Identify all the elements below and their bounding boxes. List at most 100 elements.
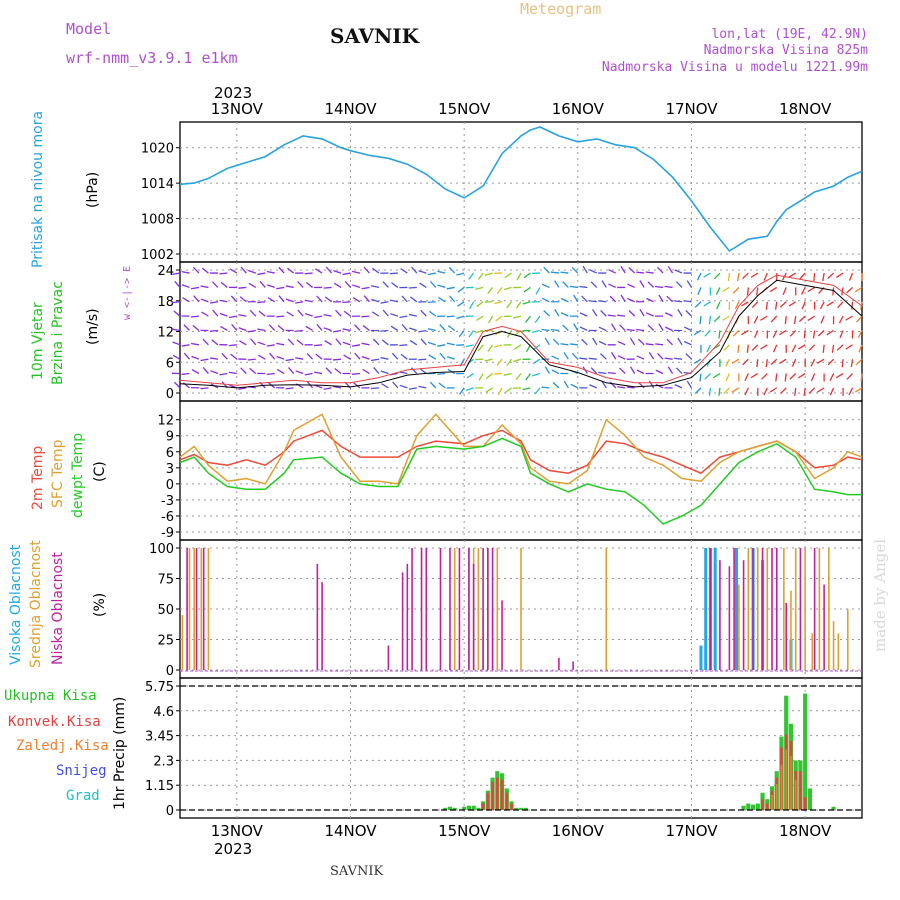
model-name: wrf-nmm_v3.9.1 e1km (66, 49, 238, 67)
wind-arrow (183, 352, 190, 360)
y-tick-label: 5.75 (145, 680, 174, 695)
wind-arrow (229, 268, 238, 274)
cloud-mid-label: Srednja Oblacnost (28, 540, 44, 668)
cloud-high-label: Visoka Oblacnost (8, 544, 24, 665)
y-tick-label: 50 (157, 603, 174, 618)
precip-total-bar (514, 807, 519, 810)
wind-arrow (202, 338, 209, 346)
wind-arrow (788, 272, 797, 278)
wind-arrow (295, 329, 304, 332)
y-tick-label: 3 (166, 462, 174, 477)
wind-arrow (742, 358, 749, 366)
top-day-label: 13NOV (211, 100, 264, 118)
wind-arrow (839, 330, 844, 339)
wind-arrow (854, 286, 863, 293)
precip-total-bar (447, 806, 453, 810)
wind-arrow (525, 373, 532, 381)
wind-arrow (448, 295, 456, 303)
wind-arrow (447, 325, 456, 331)
wind-arrow (694, 301, 702, 308)
wind-arrow (418, 385, 427, 389)
wind-label-1: 10m Vjetar (30, 302, 46, 380)
wind-arrow (808, 387, 816, 394)
wind-arrow (380, 301, 389, 304)
wind-arrow (468, 272, 475, 280)
wind-arrow (439, 324, 446, 331)
top-year: 2023 (214, 84, 252, 102)
wind-arrow (410, 367, 418, 374)
wind-arrow (560, 271, 569, 274)
wind-arrow (316, 295, 323, 303)
temp-unit: (C) (92, 461, 108, 482)
wind-arrow (173, 310, 181, 317)
wind-arrow (589, 384, 598, 389)
wind-arrow (685, 353, 692, 360)
wind-arrow (645, 343, 654, 346)
wind-arrow (708, 316, 712, 325)
wind-arrow (591, 308, 598, 317)
y-tick-label: 25 (157, 634, 174, 649)
wind-arrow (487, 287, 494, 295)
wind-arrow (183, 324, 190, 331)
wind-arrow (627, 283, 635, 289)
wind-arrow (172, 341, 181, 346)
wind-arrow (475, 286, 484, 290)
wind-arrow (617, 340, 626, 346)
wind-arrow (835, 372, 844, 379)
wind-arrow (295, 370, 304, 375)
wind-arrow (590, 281, 598, 288)
wind-arrow (344, 280, 351, 288)
wind-arrow (446, 315, 455, 318)
wind-arrow (601, 380, 607, 389)
wind-arrow (438, 382, 446, 389)
wind-arrow (600, 353, 607, 360)
wind-arrow (285, 285, 294, 289)
wind-arrow (579, 285, 588, 289)
wind-arrow (192, 324, 200, 331)
watermark: made by Angel (871, 539, 889, 652)
wind-arrow (734, 301, 740, 310)
wind-arrow (335, 309, 342, 317)
wind-arrow (857, 330, 863, 338)
wind-arrow (827, 358, 835, 366)
wind-arrow (408, 387, 417, 390)
wind-arrow (763, 272, 768, 281)
wind-arrow (822, 344, 825, 353)
wind-arrow (372, 267, 380, 274)
wind-arrow (437, 372, 446, 375)
wind-arrow (645, 271, 654, 274)
wind-arrow (838, 315, 844, 324)
wind-arrow (772, 344, 778, 353)
wind-arrow (266, 344, 275, 347)
wind-arrow (600, 309, 607, 317)
wind-arrow (513, 315, 522, 319)
wind-arrow (456, 315, 465, 320)
wind-arrow (646, 312, 654, 317)
wind-arrow (581, 338, 588, 346)
wind-arrow (674, 300, 683, 303)
wind-arrow (841, 359, 844, 368)
wind-arrow (775, 373, 778, 382)
wind-arrow (746, 344, 749, 353)
wind-arrow (535, 287, 541, 295)
wind-arrow (534, 315, 541, 323)
wind-arrow (343, 354, 351, 360)
wind-arrow (411, 266, 418, 274)
wind-arrow (770, 358, 778, 366)
wind-arrow (380, 370, 389, 375)
wind-arrow (816, 358, 825, 364)
wind-arrow (276, 368, 285, 375)
wind-arrow (657, 353, 664, 360)
wind-arrow (829, 373, 835, 381)
wind-arrow (725, 358, 730, 367)
wind-arrow (408, 327, 418, 332)
wind-arrow (560, 312, 569, 317)
wind-arrow (380, 329, 389, 332)
wind-arrow (732, 286, 740, 294)
bottom-day-label: 18NOV (779, 822, 832, 840)
wind-arrow (532, 372, 541, 377)
wind-arrow (664, 357, 673, 360)
wind-arrow (342, 341, 351, 346)
wind-arrow (588, 300, 597, 303)
pressure-line (179, 126, 863, 253)
